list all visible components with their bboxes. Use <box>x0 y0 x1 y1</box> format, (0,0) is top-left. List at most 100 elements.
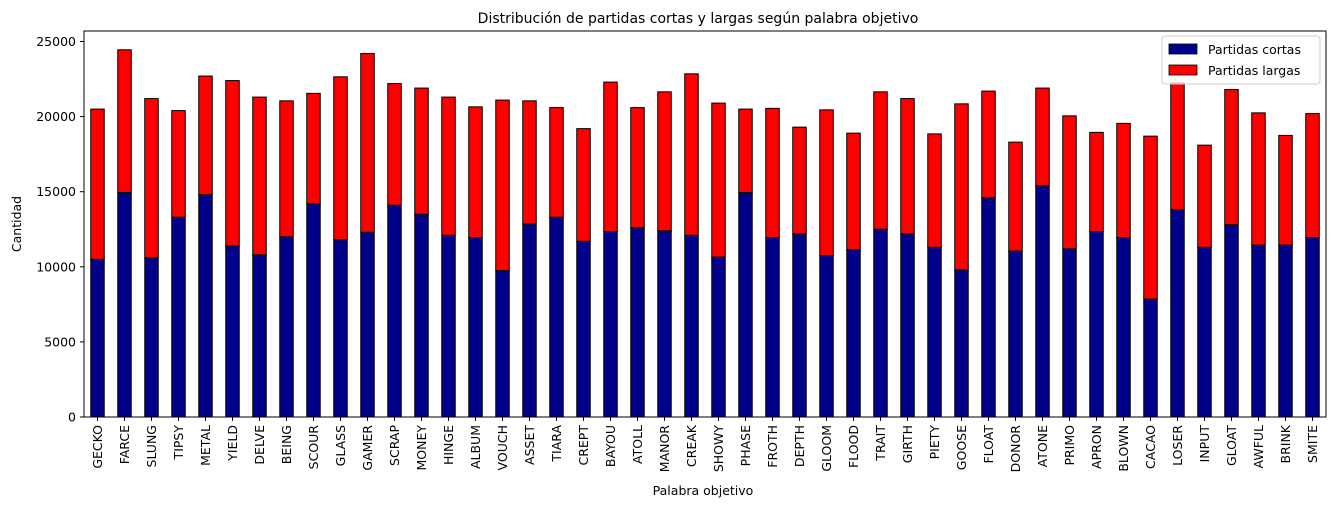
bar-largas-flood <box>846 132 861 251</box>
bar-cortas-float <box>981 197 996 418</box>
bar-largas-money <box>414 87 429 215</box>
bar-cortas-cacao <box>1143 298 1158 418</box>
bar-largas-yield <box>225 80 240 247</box>
x-tick-label-gamer: GAMER <box>360 425 375 471</box>
bar-largas-float <box>981 90 996 199</box>
x-tick-label-bayou: BAYOU <box>603 425 618 467</box>
y-tick-label-20000: 20000 <box>36 109 76 124</box>
bar-largas-atoll <box>630 107 645 229</box>
bar-cortas-gloat <box>1224 224 1239 418</box>
bar-cortas-donor <box>1008 250 1023 418</box>
x-tick-label-atone: ATONE <box>1035 425 1050 467</box>
bar-cortas-album <box>468 237 483 418</box>
bar-cortas-input <box>1197 246 1212 418</box>
bar-largas-phase <box>738 108 753 193</box>
bar-cortas-loser <box>1170 209 1185 418</box>
x-tick-label-money: MONEY <box>414 425 429 471</box>
bar-cortas-depth <box>792 233 807 418</box>
y-tick-label-10000: 10000 <box>36 259 76 274</box>
x-tick-label-phase: PHASE <box>738 425 753 466</box>
bar-cortas-goose <box>954 269 969 418</box>
bar-cortas-tiara <box>549 216 564 418</box>
bar-cortas-glass <box>333 239 348 418</box>
x-tick-label-goose: GOOSE <box>954 425 969 470</box>
bar-cortas-metal <box>198 194 213 418</box>
bar-cortas-scour <box>306 203 321 418</box>
x-tick-label-trait: TRAIT <box>873 425 888 462</box>
y-tick-label-15000: 15000 <box>36 184 76 199</box>
bar-largas-awful <box>1251 112 1266 246</box>
bar-largas-froth <box>765 107 780 239</box>
legend-box <box>1161 35 1321 85</box>
x-tick-label-smite: SMITE <box>1305 425 1320 463</box>
x-tick-label-hinge: HINGE <box>441 425 456 465</box>
bar-largas-blown <box>1116 122 1131 239</box>
legend-swatch-largas <box>1168 64 1198 76</box>
bar-largas-depth <box>792 126 807 235</box>
bar-largas-asset <box>522 100 537 225</box>
bar-cortas-awful <box>1251 244 1266 418</box>
bar-cortas-atone <box>1035 185 1050 418</box>
x-tick-label-primo: PRIMO <box>1062 425 1077 466</box>
bar-cortas-froth <box>765 237 780 418</box>
bar-cortas-piety <box>927 246 942 418</box>
x-tick-label-float: FLOAT <box>981 425 996 464</box>
bar-largas-cacao <box>1143 135 1158 300</box>
bar-cortas-crept <box>576 240 591 418</box>
bar-largas-glass <box>333 76 348 241</box>
bar-largas-input <box>1197 144 1212 248</box>
y-tick-label-25000: 25000 <box>36 34 76 49</box>
x-tick-label-blown: BLOWN <box>1116 425 1131 472</box>
bar-largas-delve <box>252 96 267 256</box>
bar-largas-apron <box>1089 131 1104 233</box>
y-ticks-group: 0 5000 10000 15000 20000 25000 <box>36 34 84 425</box>
x-tick-label-loser: LOSER <box>1170 425 1185 466</box>
x-tick-label-flood: FLOOD <box>846 425 861 468</box>
bar-largas-trait <box>873 91 888 230</box>
x-tick-label-apron: APRON <box>1089 425 1104 469</box>
x-tick-label-metal: METAL <box>198 425 213 466</box>
bar-cortas-vouch <box>495 270 510 418</box>
bar-cortas-tipsy <box>171 216 186 418</box>
x-tick-label-glass: GLASS <box>333 425 348 466</box>
x-tick-label-manor: MANOR <box>657 425 672 473</box>
x-tick-label-vouch: VOUCH <box>495 425 510 470</box>
x-tick-label-creak: CREAK <box>684 424 699 467</box>
bar-largas-tipsy <box>171 110 186 218</box>
legend: Partidas cortas Partidas largas <box>1161 35 1321 85</box>
bar-largas-donor <box>1008 141 1023 252</box>
bar-cortas-being <box>279 236 294 418</box>
bar-largas-album <box>468 106 483 239</box>
bar-largas-vouch <box>495 99 510 272</box>
bar-largas-primo <box>1062 115 1077 250</box>
x-tick-label-slung: SLUNG <box>144 425 159 467</box>
x-tick-label-asset: ASSET <box>522 425 537 465</box>
bar-cortas-primo <box>1062 248 1077 418</box>
bar-largas-gamer <box>360 53 375 233</box>
bar-largas-smite <box>1305 113 1320 239</box>
x-tick-label-crept: CREPT <box>576 425 591 466</box>
legend-swatch-cortas <box>1168 43 1198 55</box>
x-tick-label-atoll: ATOLL <box>630 425 645 464</box>
bar-cortas-brink <box>1278 244 1293 418</box>
bar-cortas-gecko <box>90 258 105 418</box>
bar-largas-girth <box>900 98 915 235</box>
x-tick-label-piety: PIETY <box>927 425 942 460</box>
bar-cortas-gamer <box>360 231 375 418</box>
legend-label-cortas: Partidas cortas <box>1208 42 1301 57</box>
bar-cortas-delve <box>252 254 267 418</box>
bar-cortas-phase <box>738 191 753 418</box>
x-tick-label-showy: SHOWY <box>711 425 726 473</box>
plot-frame <box>83 30 1327 418</box>
bar-largas-scour <box>306 92 321 205</box>
bar-cortas-asset <box>522 223 537 418</box>
bar-largas-brink <box>1278 134 1293 246</box>
bar-cortas-blown <box>1116 237 1131 418</box>
x-tick-label-being: BEING <box>279 425 294 464</box>
bar-cortas-apron <box>1089 231 1104 418</box>
bar-largas-goose <box>954 103 969 271</box>
legend-label-largas: Partidas largas <box>1208 63 1300 78</box>
x-tick-label-scour: SCOUR <box>306 425 321 470</box>
bar-cortas-gloom <box>819 255 834 418</box>
bar-cortas-farce <box>117 191 132 418</box>
